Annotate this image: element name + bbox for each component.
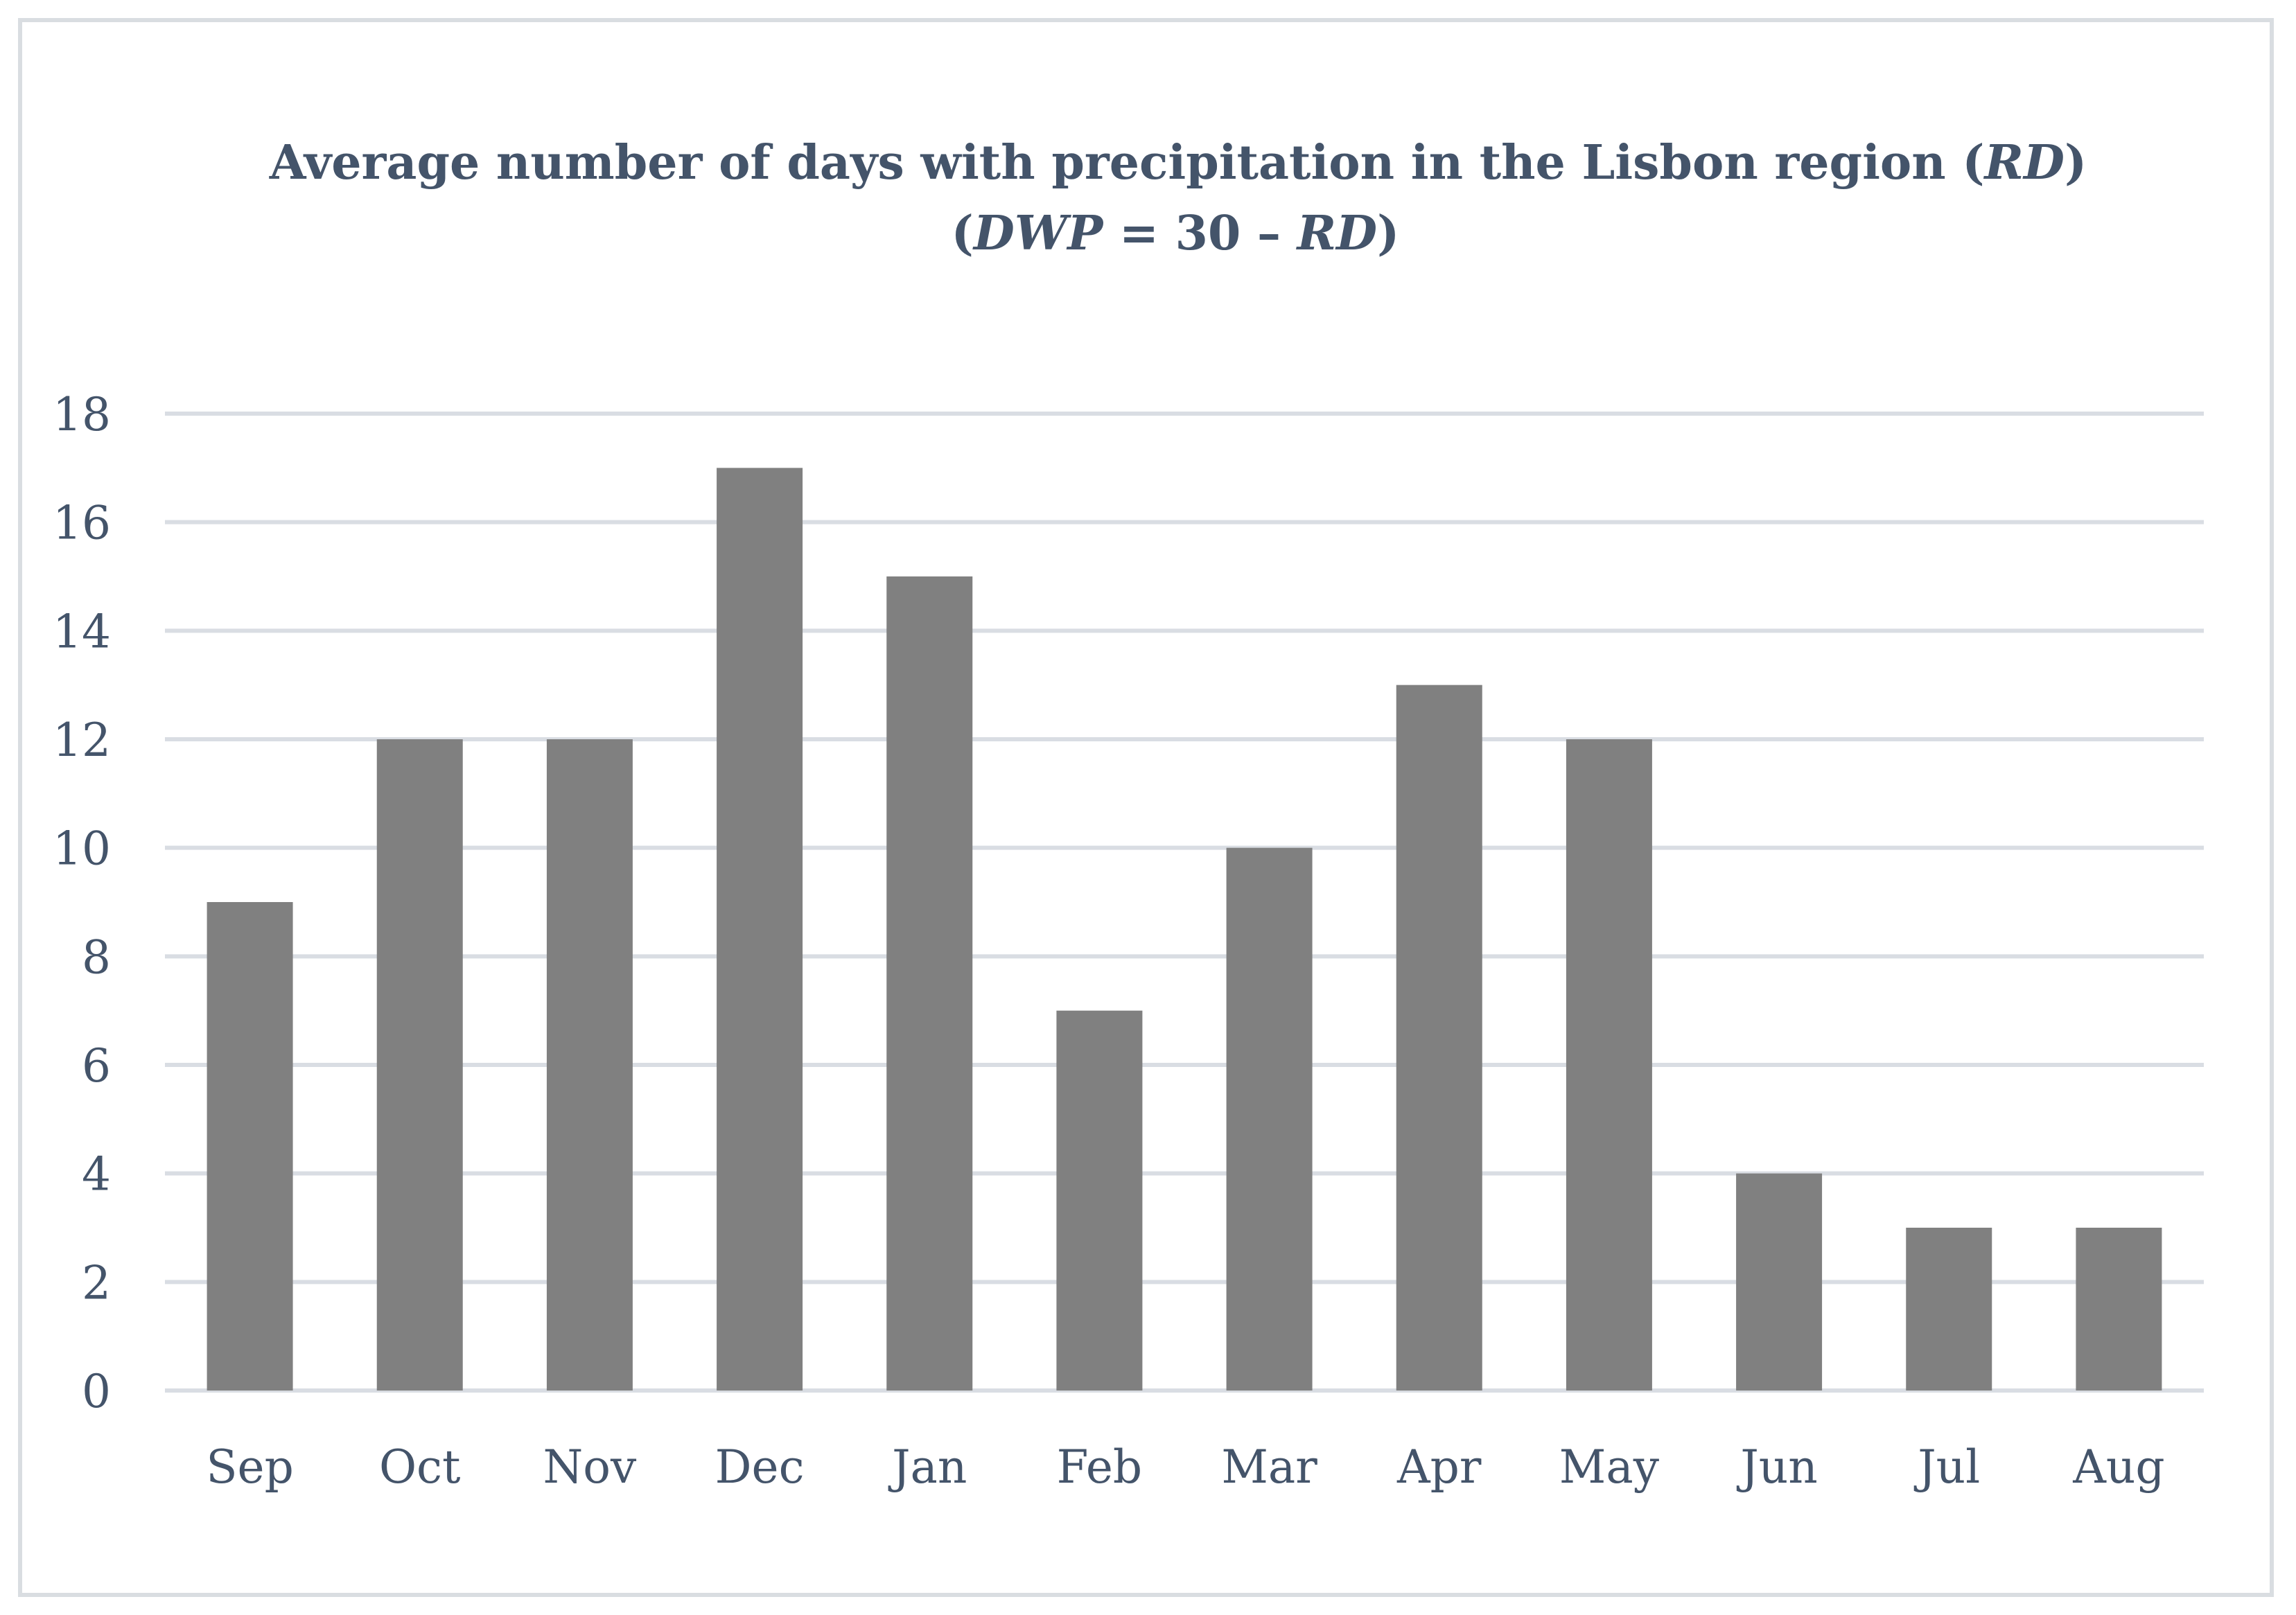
bar-dec xyxy=(717,468,803,1391)
bar-mar xyxy=(1226,847,1313,1391)
chart-title-line-1-suffix: ) xyxy=(2065,135,2087,191)
chart-title-line-2-italic-a: DWP xyxy=(972,206,1104,261)
x-tick-label-jun: Jun xyxy=(1736,1440,1817,1494)
bar-nov xyxy=(546,739,633,1391)
x-tick-label-apr: Apr xyxy=(1396,1440,1482,1494)
chart-title-line-1: Average number of days with precipitatio… xyxy=(269,135,2087,191)
x-tick-label-sep: Sep xyxy=(206,1440,294,1494)
gridlines xyxy=(165,412,2204,1393)
bar-sep xyxy=(207,902,293,1391)
x-tick-label-nov: Nov xyxy=(543,1440,637,1494)
y-tick-label: 12 xyxy=(53,714,111,767)
x-tick-label-feb: Feb xyxy=(1057,1440,1143,1494)
x-tick-label-mar: Mar xyxy=(1221,1440,1317,1494)
x-axis-ticks: Sep Oct Nov Dec Jan Feb Mar Apr May Jun Jul Aug xyxy=(206,1440,2164,1494)
x-tick-label-oct: Oct xyxy=(379,1440,461,1494)
y-tick-label: 14 xyxy=(53,605,111,658)
y-tick-label: 6 xyxy=(82,1039,111,1093)
y-tick-label: 2 xyxy=(82,1256,111,1309)
bars xyxy=(207,468,2162,1391)
y-tick-label: 16 xyxy=(53,497,111,550)
chart-title-line-2-open: ( xyxy=(952,206,974,261)
y-tick-label: 4 xyxy=(82,1148,111,1201)
x-tick-label-aug: Aug xyxy=(2072,1440,2164,1494)
chart-title-line-2-close: ) xyxy=(1377,206,1399,261)
chart-title-line-2-italic-b: RD xyxy=(1296,206,1378,261)
x-tick-label-may: May xyxy=(1559,1440,1660,1494)
bar-feb xyxy=(1056,1010,1143,1391)
bar-oct xyxy=(376,739,463,1391)
bar-aug xyxy=(2076,1228,2162,1391)
bar-apr xyxy=(1396,685,1482,1391)
x-tick-label-jul: Jul xyxy=(1913,1440,1980,1494)
chart-title-line-2-middle: = 30 – xyxy=(1103,206,1297,261)
x-tick-label-jan: Jan xyxy=(888,1440,967,1494)
chart-title-line-1-prefix: Average number of days with precipitatio… xyxy=(269,135,1985,191)
bar-jul xyxy=(1906,1228,1992,1391)
y-tick-label: 0 xyxy=(82,1365,111,1418)
chart-title-line-2: (DWP = 30 – RD) xyxy=(952,206,1400,261)
y-axis-ticks: 0 2 4 6 8 10 12 14 16 18 xyxy=(53,388,111,1418)
chart-title-line-1-italic: RD xyxy=(1983,135,2065,191)
bar-jan xyxy=(886,576,973,1391)
y-tick-label: 8 xyxy=(82,930,111,984)
bar-may xyxy=(1566,739,1652,1391)
y-tick-label: 18 xyxy=(53,388,111,441)
bar-jun xyxy=(1736,1173,1823,1391)
y-tick-label: 10 xyxy=(53,822,111,876)
x-tick-label-dec: Dec xyxy=(715,1440,805,1494)
